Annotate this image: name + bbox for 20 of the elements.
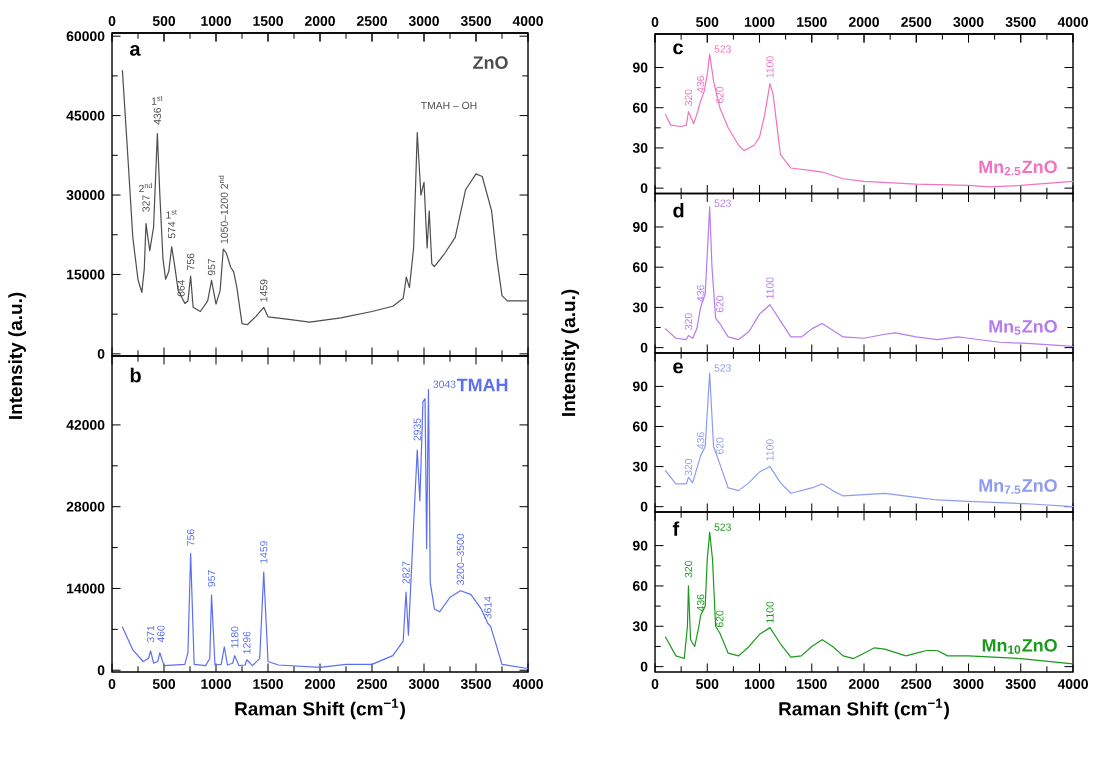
annotation: a	[130, 44, 141, 56]
series-label: Mn$_{10}$ZnO	[982, 638, 1057, 654]
line-series	[664, 53, 1074, 188]
annotation: c	[673, 43, 683, 55]
annotation: f	[672, 521, 680, 536]
annotation: b	[130, 367, 141, 383]
annotation: e	[673, 362, 683, 374]
x-axis-title: Raman Shift (cm$^{−1}$)	[779, 698, 949, 720]
series-label: Mn$_{5}$ZnO	[989, 320, 1057, 335]
line-series	[121, 70, 529, 326]
text: ZnO	[473, 56, 508, 69]
line-series	[121, 388, 529, 670]
series-label: Mn$_{2.5}$ZnO	[979, 160, 1057, 176]
series-label: Mn$_{7.5}$ZnO	[979, 479, 1057, 494]
y-axis-title: Intensity (a.u.)	[8, 292, 26, 419]
annotation: d	[673, 202, 684, 218]
y-axis-title: Intensity (a.u.)	[561, 289, 580, 416]
x-axis-title: Raman Shift (cm$^{−1}$)	[235, 698, 405, 720]
series-label: TMAH	[456, 378, 508, 392]
line-series	[664, 206, 1074, 347]
